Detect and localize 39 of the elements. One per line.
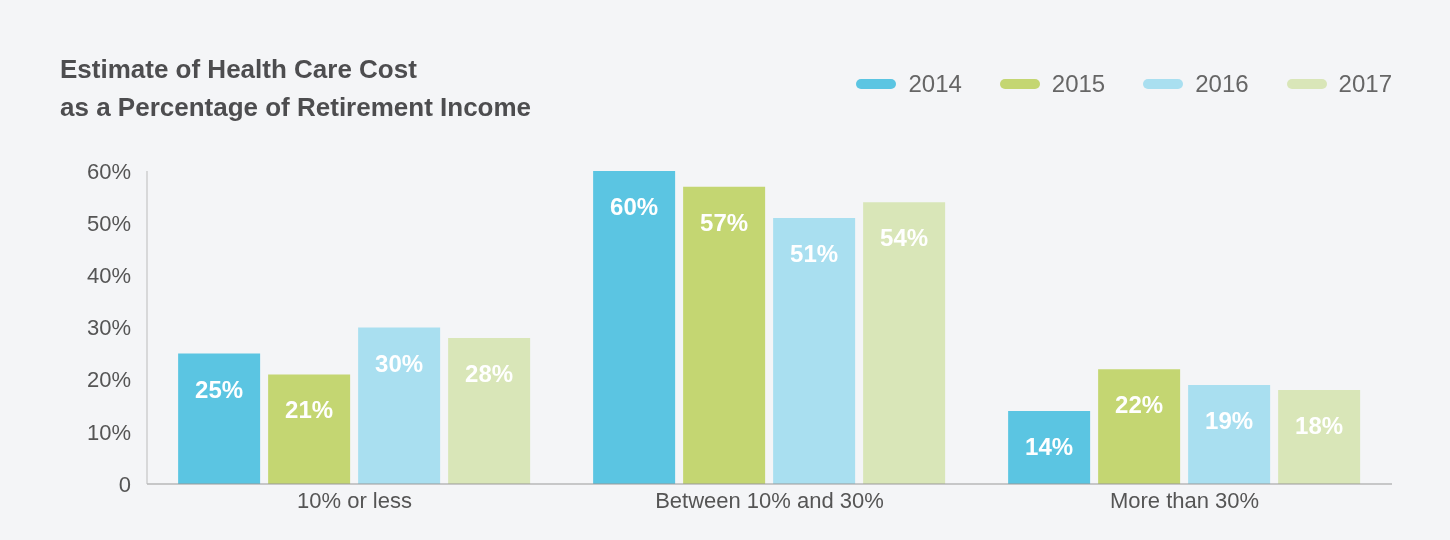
bar xyxy=(178,353,261,484)
legend-label: 2016 xyxy=(1195,70,1249,98)
bar xyxy=(268,374,351,484)
data-label: 60% xyxy=(610,193,659,220)
y-tick-label: 20% xyxy=(86,367,131,393)
bar xyxy=(1098,369,1181,484)
data-label: 18% xyxy=(1295,412,1344,440)
data-label: 19% xyxy=(1205,406,1254,434)
bar xyxy=(1008,410,1091,484)
bar xyxy=(1278,390,1361,484)
y-tick-label: 50% xyxy=(86,210,131,236)
y-tick-label: 10% xyxy=(86,419,131,445)
chart-title: Estimate of Health Care Cost as a Percentage of Retirement Income xyxy=(60,53,532,124)
y-tick-label: 30% xyxy=(86,315,131,341)
data-label: 22% xyxy=(1115,391,1164,419)
data-label: 51% xyxy=(790,239,839,267)
bar xyxy=(683,186,766,484)
data-label: 14% xyxy=(1025,432,1074,460)
data-label: 28% xyxy=(465,359,514,387)
legend-label: 2017 xyxy=(1338,70,1392,98)
data-label: 30% xyxy=(375,349,424,377)
x-tick-label: More than 30% xyxy=(1109,487,1260,513)
bar xyxy=(1188,384,1271,484)
y-tick-label: 60% xyxy=(86,158,131,184)
y-tick-label: 0 xyxy=(118,471,131,497)
x-tick-label: 10% or less xyxy=(297,487,412,513)
legend-label: 2015 xyxy=(1051,70,1106,98)
bar xyxy=(358,327,441,484)
bar xyxy=(773,217,856,484)
data-label: 25% xyxy=(195,375,244,403)
bar xyxy=(863,202,946,484)
x-tick-label: Between 10% and 30% xyxy=(655,487,884,513)
y-tick-label: 40% xyxy=(86,263,131,289)
data-label: 21% xyxy=(285,396,334,424)
bar xyxy=(593,171,676,484)
legend-label: 2014 xyxy=(908,70,962,98)
data-label: 54% xyxy=(880,224,929,252)
bar xyxy=(448,337,531,484)
data-label: 57% xyxy=(700,208,749,236)
